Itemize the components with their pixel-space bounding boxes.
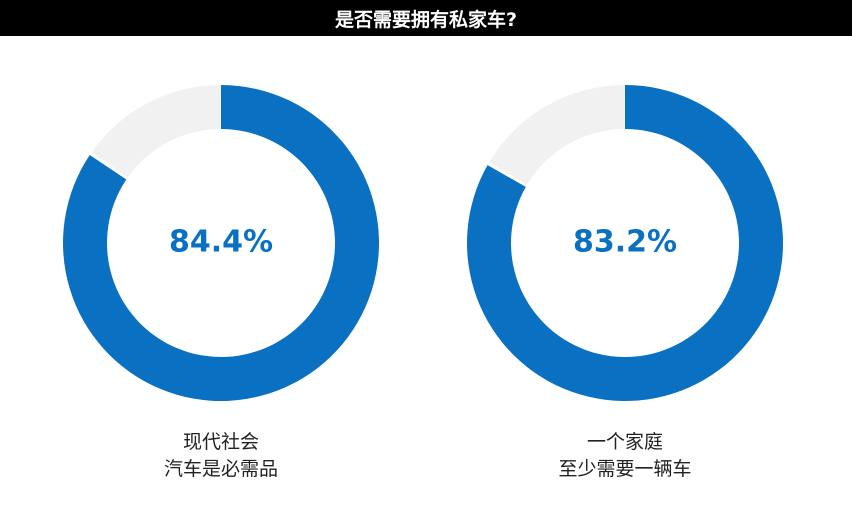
donut-2-caption: 一个家庭 至少需要一辆车	[475, 429, 775, 483]
donut-1-caption-line-1: 现代社会	[182, 431, 259, 453]
donut-1-caption-line-2: 汽车是必需品	[163, 458, 278, 480]
donut-2-remainder-slice	[489, 84, 625, 185]
title-bar: 是否需要拥有私家车?	[0, 0, 852, 36]
donut-chart-1: 84.4%	[62, 85, 379, 402]
donut-2-caption-line-1: 一个家庭	[586, 431, 663, 453]
donut-chart-2: 83.2%	[467, 84, 783, 401]
donut-2-value-label: 83.2%	[573, 225, 677, 260]
donut-1-caption: 现代社会 汽车是必需品	[71, 429, 371, 483]
donut-1-value-label: 84.4%	[169, 225, 273, 260]
donut-charts: 84.4% 83.2%	[62, 84, 783, 402]
donut-1-remainder-slice	[91, 85, 222, 178]
page-title: 是否需要拥有私家车?	[334, 8, 518, 31]
donut-2-caption-line-2: 至少需要一辆车	[558, 458, 692, 480]
